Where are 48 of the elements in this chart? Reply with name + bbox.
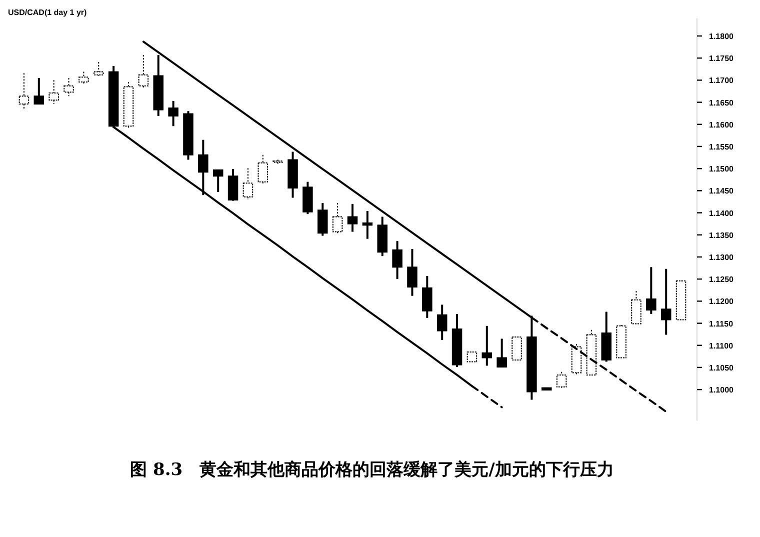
y-tick-label: 1.1250 — [709, 275, 734, 284]
y-tick-label: 1.1700 — [709, 76, 734, 86]
candlestick — [64, 77, 74, 97]
candlestick — [18, 72, 30, 110]
candlestick — [48, 80, 59, 105]
y-tick-label: 1.1100 — [709, 341, 734, 350]
y-tick-label: 1.1300 — [709, 252, 734, 262]
y-tick-label: 1.1450 — [709, 186, 734, 196]
y-tick-label: 1.1050 — [709, 363, 734, 372]
candlestick — [436, 304, 448, 342]
candlestick — [34, 76, 44, 106]
candlestick — [228, 168, 238, 202]
candlestick — [347, 202, 358, 233]
y-tick-label: 1.1200 — [709, 297, 734, 306]
y-tick-label: 1.1500 — [709, 164, 734, 174]
candlestick — [660, 268, 672, 336]
candlestick — [332, 202, 343, 234]
candlestick — [242, 168, 254, 200]
y-tick-label: 1.1350 — [709, 230, 734, 240]
y-tick-label: 1.1750 — [709, 54, 734, 64]
candlestick — [123, 81, 134, 128]
candlestick — [78, 71, 89, 85]
text: 图 8.3 黄金和其他商品价格的回落缓解了美元/加元的下行压力 — [130, 460, 614, 480]
candlestick — [212, 168, 224, 193]
candlestick — [571, 344, 582, 376]
y-tick-label: 1.1800 — [709, 32, 734, 41]
y-tick-label: 1.1550 — [709, 142, 734, 152]
candlestick — [138, 54, 149, 89]
candlestick — [362, 210, 373, 240]
y-tick-label: 1.1400 — [709, 208, 734, 218]
candlestick — [496, 338, 507, 368]
y-tick-label: 1.1000 — [709, 386, 734, 395]
candlestick — [94, 62, 104, 76]
candlestick — [422, 274, 432, 319]
candlestick — [482, 324, 492, 367]
candlestick — [407, 248, 418, 297]
y-tick-label: 1.1600 — [709, 120, 734, 130]
candlestick — [168, 100, 178, 128]
candlestick — [318, 202, 328, 237]
chart-subtitle: USD/CAD(1 day 1 yr) — [8, 8, 88, 17]
candlestick — [646, 266, 656, 315]
y-tick-label: 1.1650 — [709, 98, 734, 108]
y-tick-label: 1.1150 — [709, 319, 734, 328]
candlestick — [198, 138, 208, 196]
candlestick — [272, 159, 283, 165]
candlestick — [392, 240, 402, 280]
candlestick — [556, 371, 567, 388]
candlestick — [258, 154, 268, 186]
